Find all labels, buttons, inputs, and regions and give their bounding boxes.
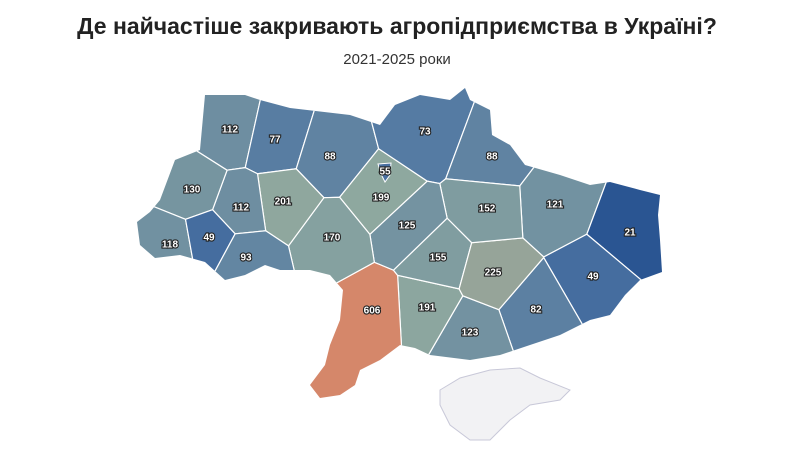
crimea xyxy=(439,367,571,441)
region-value: 130 xyxy=(184,185,201,196)
region-value: 82 xyxy=(530,305,542,316)
region-value: 125 xyxy=(399,221,416,232)
region-value: 93 xyxy=(240,253,252,264)
region xyxy=(137,184,201,398)
region-value: 112 xyxy=(222,125,239,136)
region-value: 55 xyxy=(379,167,391,178)
labels: 112 77 88 199 55 73 88 121 21 49 82 123 191 606 155 225… xyxy=(161,124,637,340)
region-value: 112 xyxy=(233,203,250,214)
region-value: 88 xyxy=(486,152,498,163)
region-value: 118 xyxy=(162,240,179,251)
region xyxy=(137,88,270,171)
region-value: 21 xyxy=(624,228,636,239)
region xyxy=(251,261,405,398)
region-value: 49 xyxy=(587,272,599,283)
region-value: 199 xyxy=(373,193,390,204)
region-value: 123 xyxy=(462,328,479,339)
region-value: 225 xyxy=(485,268,502,279)
region-value: 73 xyxy=(419,127,431,138)
region-value: 121 xyxy=(547,200,564,211)
region-value: 49 xyxy=(203,233,215,244)
region-value: 201 xyxy=(275,197,292,208)
region-value: 191 xyxy=(419,303,436,314)
region-value: 152 xyxy=(479,204,496,215)
region xyxy=(377,162,392,183)
region-value: 88 xyxy=(324,152,336,163)
region xyxy=(458,237,545,311)
regions xyxy=(137,88,662,398)
region-value: 170 xyxy=(324,233,341,244)
region-value: 606 xyxy=(364,306,381,317)
region-value: 155 xyxy=(430,253,447,264)
region xyxy=(444,88,617,187)
title: Де найчастіше закривають агропідприємств… xyxy=(77,13,717,39)
subtitle: 2021-2025 роки xyxy=(343,51,451,68)
region-value: 77 xyxy=(269,135,281,146)
